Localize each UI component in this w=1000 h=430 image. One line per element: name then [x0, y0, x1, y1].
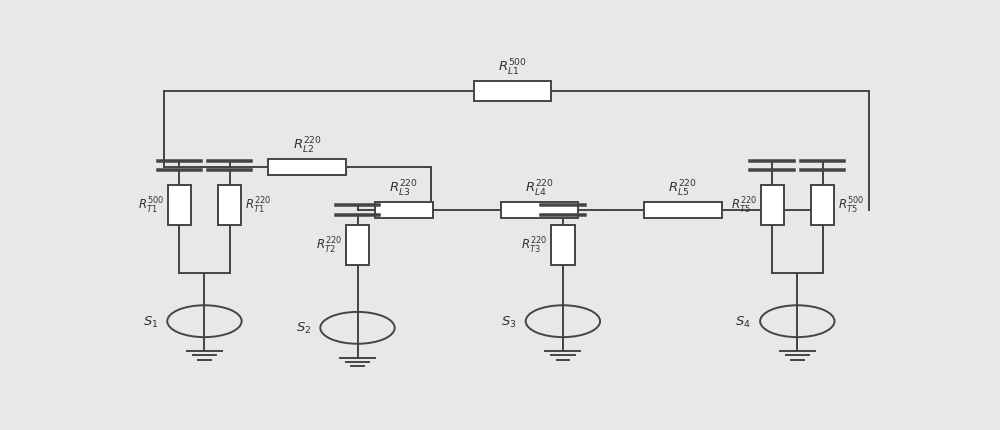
Text: $S_4$: $S_4$: [735, 314, 751, 329]
Text: $R_{L2}^{220}$: $R_{L2}^{220}$: [293, 135, 322, 155]
Bar: [644, 202, 722, 219]
Text: $R_{T5}^{500}$: $R_{T5}^{500}$: [838, 196, 864, 215]
Bar: [761, 186, 784, 225]
Text: $S_2$: $S_2$: [296, 320, 311, 335]
Text: $R_{L1}^{500}$: $R_{L1}^{500}$: [498, 57, 527, 77]
Bar: [501, 202, 578, 219]
Bar: [375, 202, 433, 219]
Bar: [811, 186, 834, 225]
Text: $R_{T5}^{220}$: $R_{T5}^{220}$: [731, 196, 757, 215]
Bar: [346, 225, 369, 265]
Text: $R_{T1}^{220}$: $R_{T1}^{220}$: [245, 196, 271, 215]
Text: $R_{T1}^{500}$: $R_{T1}^{500}$: [138, 196, 164, 215]
Text: $R_{T2}^{220}$: $R_{T2}^{220}$: [316, 235, 342, 255]
Text: $S_3$: $S_3$: [501, 314, 516, 329]
Bar: [168, 186, 191, 225]
Bar: [218, 186, 241, 225]
Bar: [474, 81, 551, 101]
Text: $R_{L3}^{220}$: $R_{L3}^{220}$: [389, 178, 419, 198]
Text: $R_{L5}^{220}$: $R_{L5}^{220}$: [668, 178, 698, 198]
Bar: [268, 159, 346, 176]
Text: $R_{L4}^{220}$: $R_{L4}^{220}$: [525, 178, 554, 198]
Text: $S_1$: $S_1$: [143, 314, 158, 329]
Text: $R_{T3}^{220}$: $R_{T3}^{220}$: [521, 235, 547, 255]
Bar: [551, 225, 574, 265]
